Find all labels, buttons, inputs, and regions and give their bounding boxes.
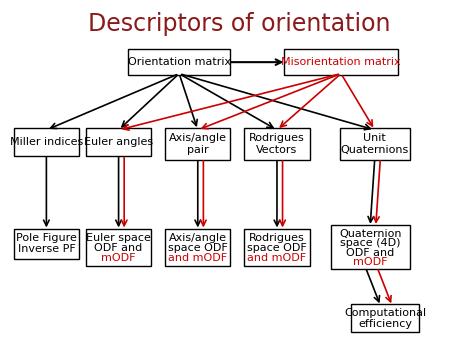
FancyBboxPatch shape [86, 128, 151, 156]
Text: space (4D): space (4D) [340, 238, 401, 248]
Text: ODF and: ODF and [346, 248, 394, 258]
Text: mODF: mODF [353, 257, 387, 267]
FancyBboxPatch shape [245, 128, 310, 160]
Text: space ODF: space ODF [168, 243, 228, 253]
Text: and mODF: and mODF [247, 253, 307, 263]
Text: Orientation matrix: Orientation matrix [128, 57, 231, 67]
Text: Quaternion: Quaternion [339, 229, 401, 239]
Text: Misorientation matrix: Misorientation matrix [281, 57, 401, 67]
FancyBboxPatch shape [14, 128, 79, 156]
FancyBboxPatch shape [128, 49, 230, 75]
Text: Axis/angle: Axis/angle [169, 233, 227, 243]
Text: Euler space: Euler space [86, 233, 151, 243]
Text: ODF and: ODF and [94, 243, 143, 253]
Text: mODF: mODF [101, 253, 136, 263]
Text: Rodrigues: Rodrigues [249, 233, 305, 243]
Text: Rodrigues
Vectors: Rodrigues Vectors [249, 133, 305, 155]
FancyBboxPatch shape [165, 128, 230, 160]
FancyBboxPatch shape [340, 128, 410, 160]
FancyBboxPatch shape [165, 229, 230, 266]
Text: Pole Figure
Inverse PF: Pole Figure Inverse PF [16, 233, 77, 254]
Text: Descriptors of orientation: Descriptors of orientation [89, 12, 391, 36]
Text: and mODF: and mODF [168, 253, 228, 263]
FancyBboxPatch shape [245, 229, 310, 266]
Text: Euler angles: Euler angles [84, 137, 153, 147]
Text: Computational
efficiency: Computational efficiency [344, 307, 426, 329]
FancyBboxPatch shape [330, 225, 410, 269]
Text: Miller indices: Miller indices [10, 137, 83, 147]
Text: Unit
Quaternions: Unit Quaternions [341, 133, 409, 155]
FancyBboxPatch shape [284, 49, 398, 75]
FancyBboxPatch shape [86, 229, 151, 266]
FancyBboxPatch shape [352, 304, 419, 333]
Text: space ODF: space ODF [247, 243, 307, 253]
FancyBboxPatch shape [14, 229, 79, 258]
Text: Axis/angle
pair: Axis/angle pair [169, 133, 227, 155]
